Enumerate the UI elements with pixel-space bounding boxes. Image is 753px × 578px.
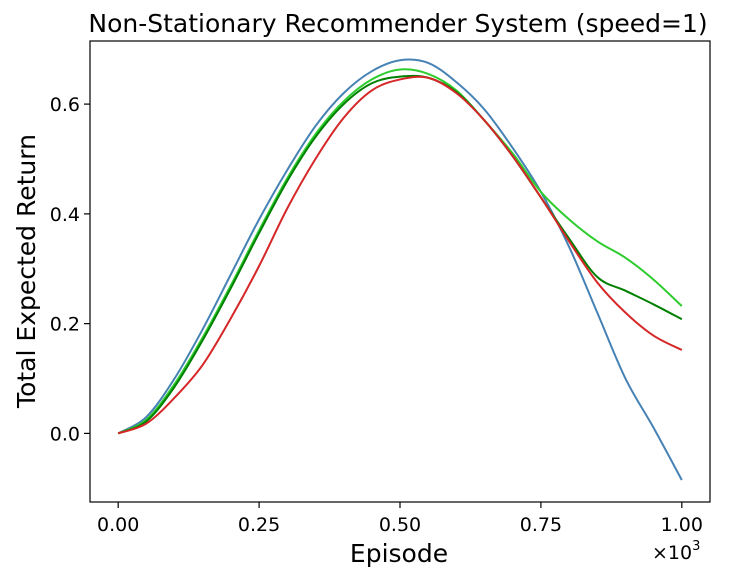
x-axis-label: Episode	[350, 539, 448, 568]
y-axis-label: Total Expected Return	[12, 134, 41, 409]
x-axis-multiplier-base: ×10	[652, 542, 692, 564]
y-axis: 0.0 0.2 0.4 0.6	[50, 94, 90, 445]
x-axis: 0.00 0.25 0.50 0.75 1.00	[97, 502, 703, 536]
x-axis-multiplier-exponent: 3	[692, 539, 700, 554]
x-tick-label: 1.00	[661, 514, 703, 536]
series-layer	[117, 58, 683, 481]
series-line-3	[117, 74, 683, 435]
x-tick-label: 0.25	[238, 514, 280, 536]
plot-frame	[89, 40, 711, 503]
chart-title: Non-Stationary Recommender System (speed…	[88, 9, 707, 38]
x-axis-multiplier: ×103	[652, 539, 700, 564]
series-line-1	[117, 58, 683, 481]
y-tick-label: 0.6	[50, 94, 80, 116]
y-tick-label: 0.0	[50, 423, 80, 445]
x-tick-label: 0.00	[97, 514, 139, 536]
series-line-2	[117, 68, 683, 435]
series-line-4	[117, 75, 683, 435]
x-tick-label: 0.75	[520, 514, 562, 536]
x-tick-label: 0.50	[379, 514, 421, 536]
y-tick-label: 0.4	[50, 204, 80, 226]
y-tick-label: 0.2	[50, 314, 80, 336]
